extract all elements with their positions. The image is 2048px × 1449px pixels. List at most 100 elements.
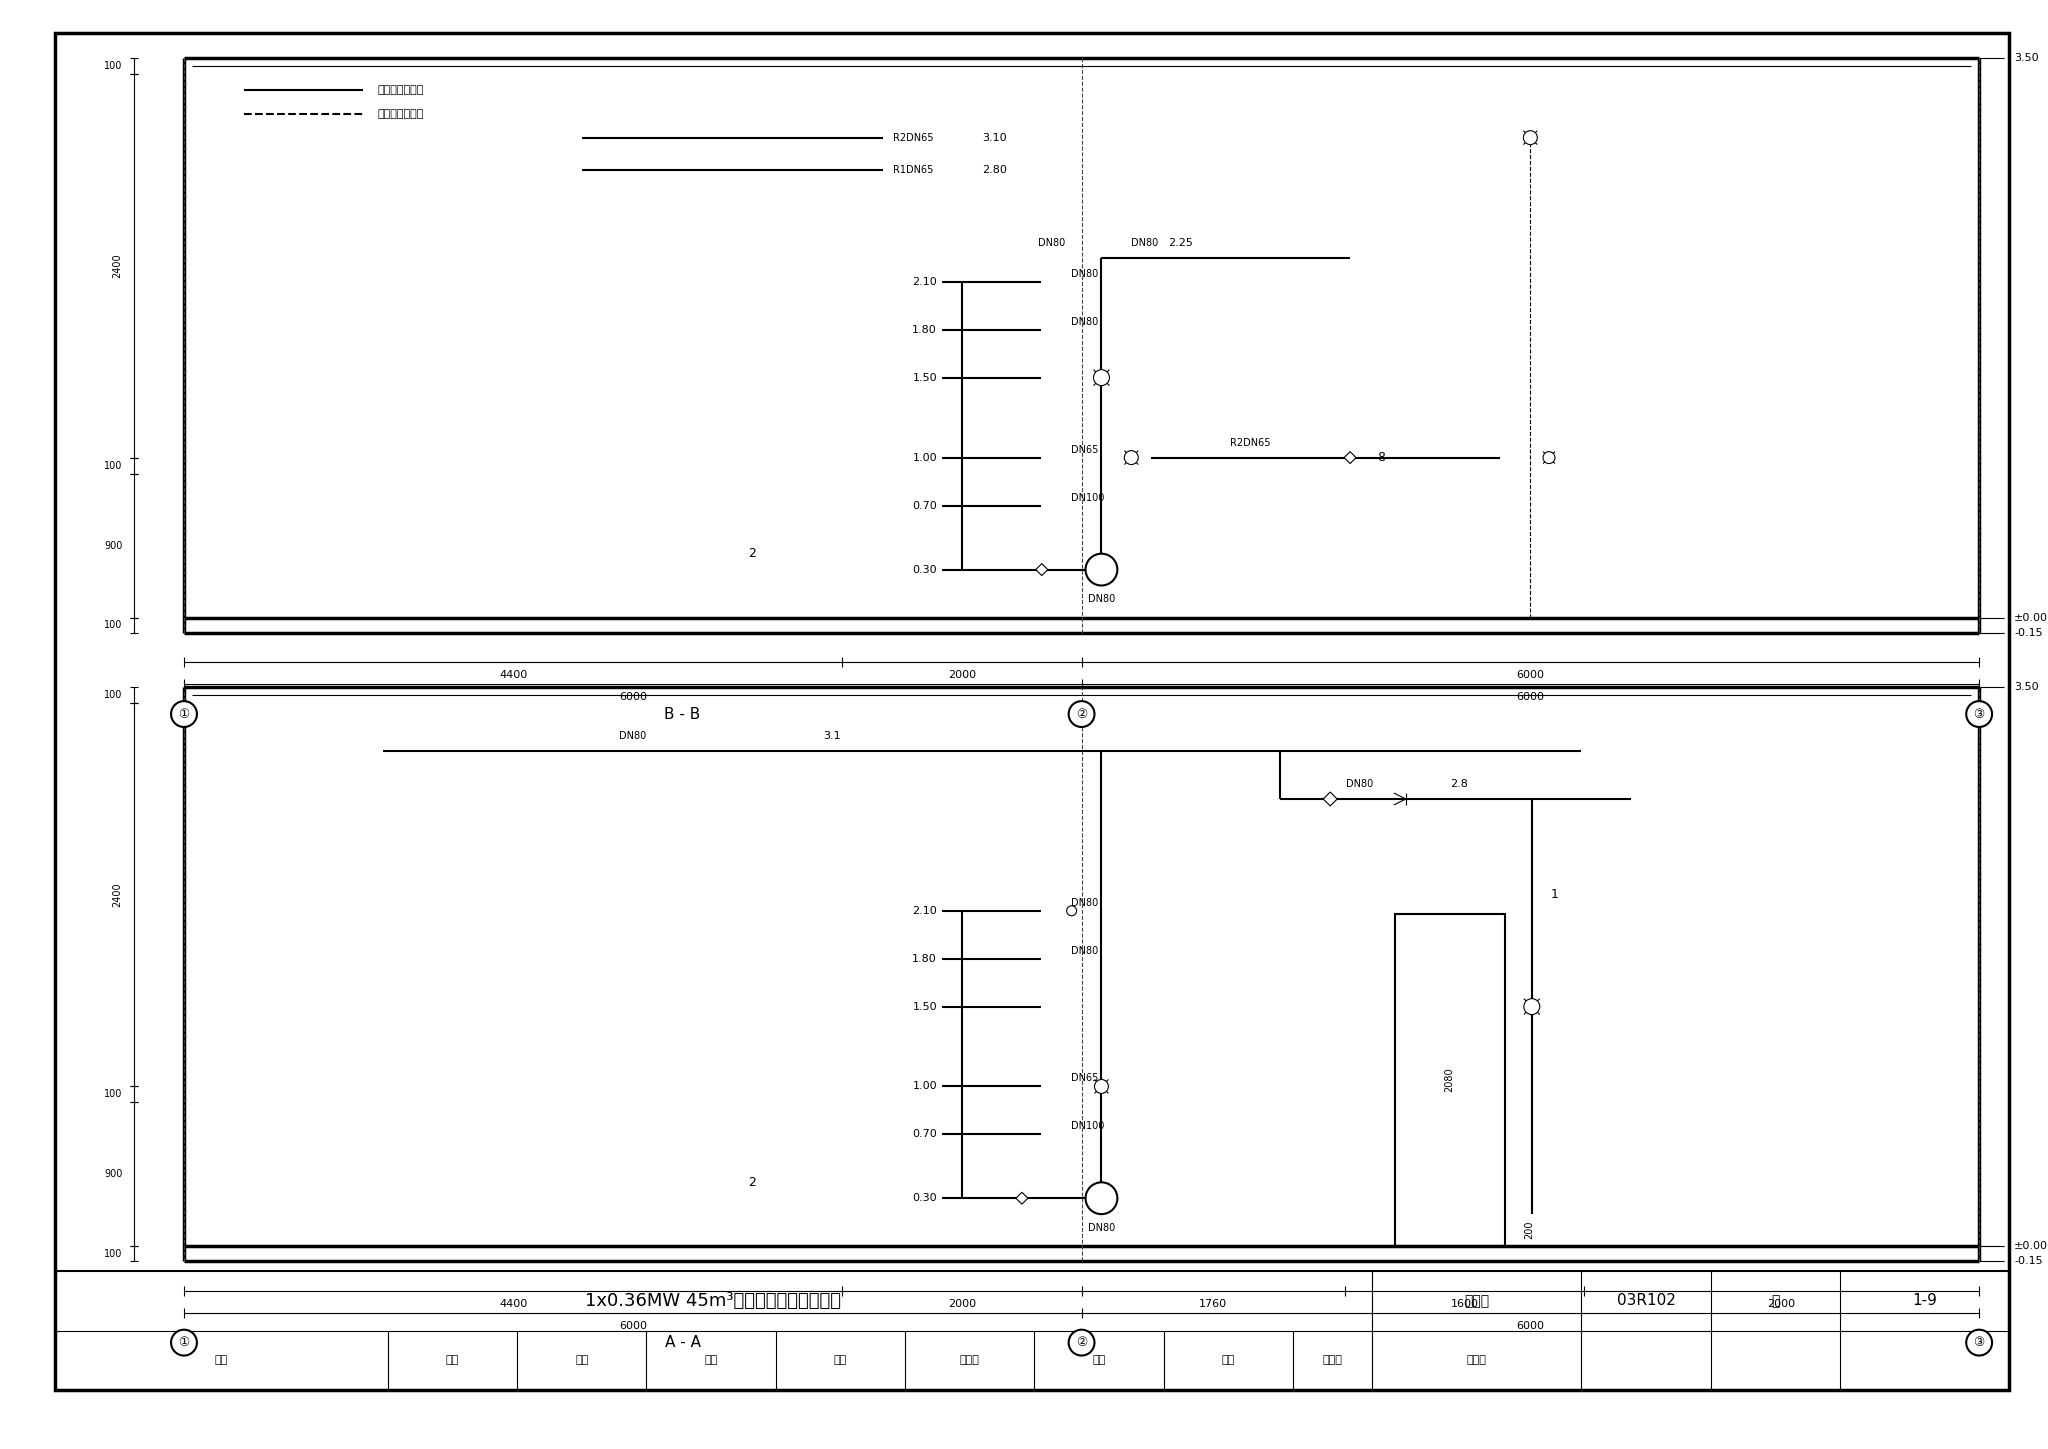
- Text: ±0.00: ±0.00: [2013, 1242, 2048, 1250]
- Text: A - A: A - A: [664, 1335, 700, 1350]
- Polygon shape: [1036, 564, 1049, 575]
- Text: 3.50: 3.50: [2013, 682, 2038, 693]
- Text: ③: ③: [1974, 707, 1985, 720]
- Text: 2: 2: [748, 1175, 756, 1188]
- Text: 4400: 4400: [500, 1298, 526, 1308]
- Text: 2: 2: [748, 548, 756, 561]
- Text: 900: 900: [104, 1169, 123, 1179]
- Text: 描绘: 描绘: [575, 1355, 588, 1365]
- Circle shape: [1524, 998, 1540, 1014]
- Text: B - B: B - B: [664, 707, 700, 722]
- Text: R1DN65: R1DN65: [893, 165, 934, 175]
- Text: DN80: DN80: [1071, 946, 1098, 956]
- Circle shape: [1966, 701, 1993, 727]
- Text: 6000: 6000: [618, 693, 647, 703]
- Text: ②: ②: [1075, 1336, 1087, 1349]
- Text: 2000: 2000: [1767, 1298, 1796, 1308]
- Text: 3.10: 3.10: [983, 133, 1008, 142]
- Text: ±0.00: ±0.00: [2013, 613, 2048, 623]
- Text: DN65: DN65: [1071, 1074, 1098, 1084]
- Circle shape: [1124, 451, 1139, 465]
- Text: 100: 100: [104, 461, 123, 471]
- Text: DN80: DN80: [1087, 1223, 1114, 1233]
- Text: ②: ②: [1075, 707, 1087, 720]
- Text: 那小珍: 那小珍: [961, 1355, 979, 1365]
- Text: 连系层供水管道: 连系层供水管道: [379, 109, 424, 119]
- Text: 3.50: 3.50: [2013, 52, 2038, 62]
- Bar: [1395, 914, 1505, 1246]
- Polygon shape: [1016, 1193, 1028, 1204]
- Text: 2.8: 2.8: [1450, 780, 1468, 790]
- Text: 900: 900: [104, 540, 123, 551]
- Circle shape: [1085, 1182, 1118, 1214]
- Circle shape: [1069, 701, 1094, 727]
- Text: 6000: 6000: [1516, 693, 1544, 703]
- Text: 1600: 1600: [1450, 1298, 1479, 1308]
- Circle shape: [1094, 369, 1110, 385]
- Text: 8: 8: [1376, 451, 1384, 464]
- Text: 4400: 4400: [500, 671, 526, 680]
- Text: 100: 100: [104, 1249, 123, 1259]
- Text: DN80: DN80: [1038, 238, 1065, 248]
- Text: 制图: 制图: [1092, 1355, 1106, 1365]
- Text: 1.00: 1.00: [913, 452, 938, 462]
- Text: 张力: 张力: [705, 1355, 717, 1365]
- Text: 1: 1: [1550, 888, 1559, 901]
- Text: DN80: DN80: [1087, 594, 1114, 604]
- Text: 校对: 校对: [834, 1355, 848, 1365]
- Text: 2.25: 2.25: [1169, 238, 1194, 248]
- Text: 100: 100: [104, 690, 123, 700]
- Text: 审核: 审核: [215, 1355, 227, 1365]
- Text: -0.15: -0.15: [2013, 1256, 2042, 1266]
- Polygon shape: [1323, 793, 1337, 806]
- Text: 0.30: 0.30: [913, 1193, 938, 1203]
- Text: 6000: 6000: [1516, 671, 1544, 680]
- Text: 2080: 2080: [1444, 1068, 1454, 1093]
- Circle shape: [172, 1330, 197, 1355]
- Text: 100: 100: [104, 1090, 123, 1100]
- Circle shape: [1542, 452, 1554, 464]
- Text: DN80: DN80: [1130, 238, 1159, 248]
- Text: 6000: 6000: [1516, 1320, 1544, 1330]
- Text: 0.30: 0.30: [913, 565, 938, 575]
- Text: 1x0.36MW 45m³蓄热式电锅炉房剪面图: 1x0.36MW 45m³蓄热式电锅炉房剪面图: [586, 1293, 842, 1310]
- Text: DN80: DN80: [1071, 317, 1098, 326]
- Circle shape: [1069, 1330, 1094, 1355]
- Text: 2000: 2000: [948, 1298, 977, 1308]
- Text: 0.70: 0.70: [911, 500, 938, 510]
- Text: DN100: DN100: [1071, 1122, 1104, 1132]
- Text: 连系层回水管道: 连系层回水管道: [379, 84, 424, 94]
- Circle shape: [1524, 130, 1538, 145]
- Text: 1.50: 1.50: [913, 372, 938, 383]
- Circle shape: [1966, 1330, 1993, 1355]
- Text: 2400: 2400: [113, 254, 123, 278]
- Text: DN80: DN80: [1071, 268, 1098, 278]
- Circle shape: [172, 701, 197, 727]
- Text: 页: 页: [1772, 1294, 1780, 1308]
- Text: 1.80: 1.80: [911, 325, 938, 335]
- Text: DN100: DN100: [1071, 493, 1104, 503]
- Text: -0.15: -0.15: [2013, 627, 2042, 638]
- Text: ③: ③: [1974, 1336, 1985, 1349]
- Text: DN80: DN80: [1346, 780, 1374, 790]
- Text: 设计: 设计: [1223, 1355, 1235, 1365]
- Text: 0.70: 0.70: [911, 1129, 938, 1139]
- Text: 2000: 2000: [948, 671, 977, 680]
- Text: 3.1: 3.1: [823, 732, 840, 742]
- Text: DN80: DN80: [618, 732, 647, 742]
- Text: 朱素荣: 朱素荣: [1466, 1355, 1487, 1365]
- Polygon shape: [1343, 452, 1356, 464]
- Text: 廓力: 廓力: [446, 1355, 459, 1365]
- Text: DN65: DN65: [1071, 445, 1098, 455]
- Text: 2.10: 2.10: [911, 277, 938, 287]
- Text: 图集号: 图集号: [1464, 1294, 1489, 1308]
- Text: 100: 100: [104, 620, 123, 630]
- Text: 朱素荣: 朱素荣: [1323, 1355, 1343, 1365]
- Text: 7: 7: [1546, 451, 1554, 464]
- Text: 1760: 1760: [1200, 1298, 1227, 1308]
- Text: DN80: DN80: [1071, 898, 1098, 909]
- Text: 200: 200: [1524, 1222, 1534, 1239]
- Text: 1.50: 1.50: [913, 1001, 938, 1011]
- Text: 2400: 2400: [113, 882, 123, 907]
- Text: 2.80: 2.80: [983, 165, 1008, 175]
